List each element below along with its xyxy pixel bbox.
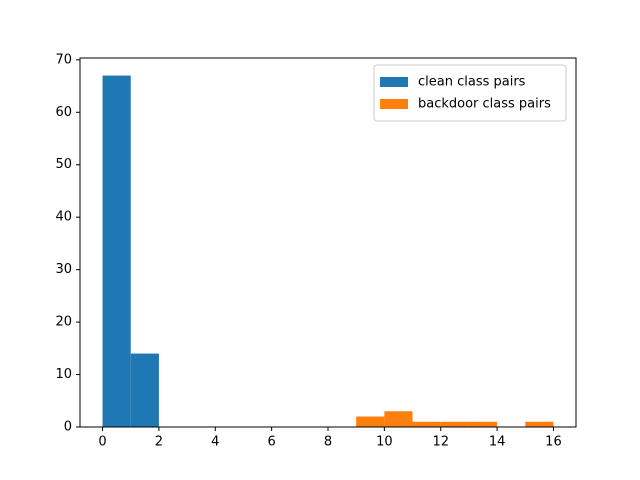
x-tick-label: 16 — [545, 435, 562, 450]
x-tick-label: 8 — [324, 435, 332, 450]
bar — [412, 421, 441, 427]
legend-swatch — [380, 99, 408, 109]
bar — [384, 411, 413, 427]
x-tick-label: 12 — [432, 435, 449, 450]
y-tick-label: 10 — [55, 367, 72, 382]
legend-label: clean class pairs — [418, 75, 526, 90]
bar — [356, 416, 385, 427]
bar — [102, 75, 131, 428]
x-tick-label: 6 — [267, 435, 275, 450]
legend-label: backdoor class pairs — [418, 97, 551, 112]
x-tick-label: 4 — [211, 435, 219, 450]
bar — [130, 353, 159, 427]
bar — [468, 421, 498, 427]
y-tick-label: 50 — [55, 157, 72, 172]
x-tick-label: 2 — [155, 435, 163, 450]
y-tick-label: 30 — [55, 262, 72, 277]
x-tick-label: 0 — [98, 435, 106, 450]
y-tick-label: 70 — [55, 52, 72, 67]
y-tick-label: 40 — [55, 210, 72, 225]
y-tick-label: 0 — [64, 420, 72, 435]
legend-box — [373, 64, 567, 122]
x-tick-label: 14 — [489, 435, 506, 450]
x-tick-label: 10 — [376, 435, 393, 450]
y-tick-label: 60 — [55, 105, 72, 120]
bar — [525, 421, 554, 427]
y-tick-label: 20 — [55, 315, 72, 330]
bar — [440, 421, 469, 427]
plot-frame — [79, 57, 577, 428]
legend-swatch — [380, 77, 408, 87]
